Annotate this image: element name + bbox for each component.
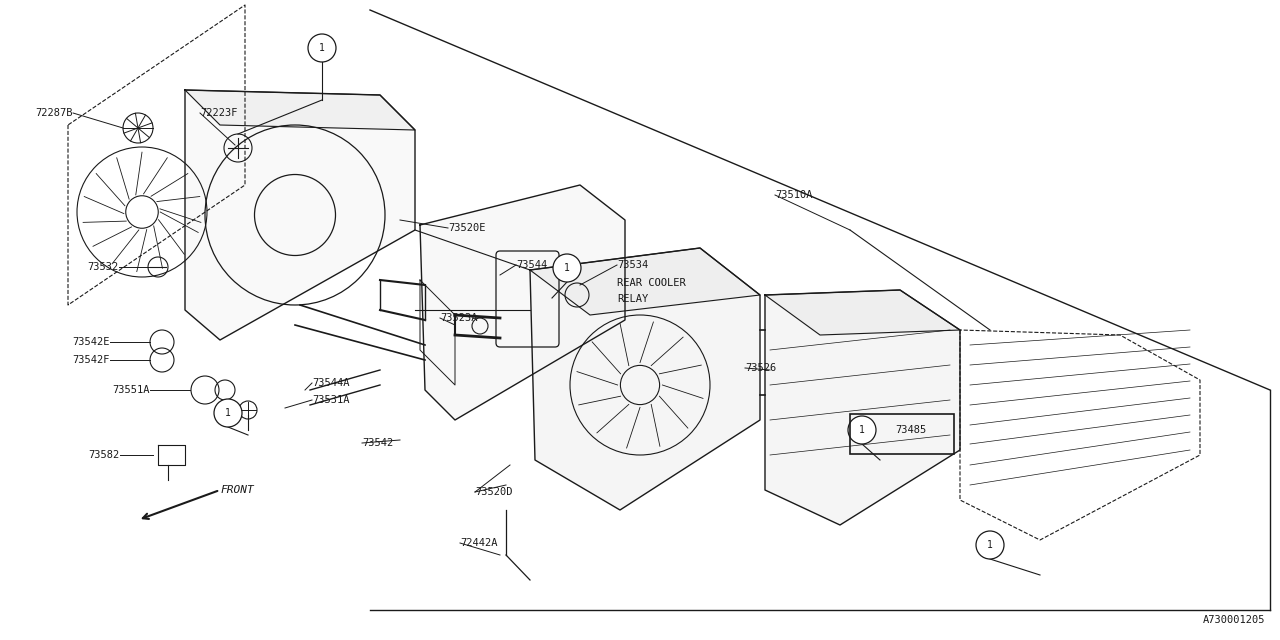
Text: 73542E: 73542E — [73, 337, 110, 347]
Polygon shape — [765, 290, 960, 525]
Polygon shape — [530, 248, 760, 510]
Polygon shape — [186, 90, 415, 130]
Text: A730001205: A730001205 — [1202, 615, 1265, 625]
Text: 73531A: 73531A — [312, 395, 349, 405]
Circle shape — [977, 531, 1004, 559]
Text: 73542F: 73542F — [73, 355, 110, 365]
Circle shape — [849, 416, 876, 444]
Circle shape — [308, 34, 337, 62]
Text: 73544: 73544 — [516, 260, 548, 270]
Text: RELAY: RELAY — [617, 294, 648, 304]
Text: 72287B: 72287B — [36, 108, 73, 118]
Text: 73532: 73532 — [88, 262, 119, 272]
Text: 73520D: 73520D — [475, 487, 512, 497]
Text: 73534: 73534 — [617, 260, 648, 270]
Text: 72442A: 72442A — [460, 538, 498, 548]
Text: 73523A: 73523A — [440, 313, 477, 323]
Polygon shape — [765, 290, 960, 335]
Text: 73582: 73582 — [88, 450, 120, 460]
Text: 73510A: 73510A — [774, 190, 813, 200]
Text: FRONT: FRONT — [220, 485, 253, 495]
Text: 1: 1 — [987, 540, 993, 550]
Text: REAR COOLER: REAR COOLER — [617, 278, 686, 288]
Text: 73526: 73526 — [745, 363, 776, 373]
Polygon shape — [420, 185, 625, 420]
Text: 73551A: 73551A — [113, 385, 150, 395]
Circle shape — [214, 399, 242, 427]
Polygon shape — [530, 248, 760, 315]
Text: 1: 1 — [319, 43, 325, 53]
Text: 72223F: 72223F — [200, 108, 238, 118]
Text: 1: 1 — [225, 408, 230, 418]
Text: 73485: 73485 — [895, 425, 927, 435]
Polygon shape — [186, 90, 415, 340]
Text: 73520E: 73520E — [448, 223, 485, 233]
Text: 1: 1 — [564, 263, 570, 273]
Circle shape — [553, 254, 581, 282]
Text: 73542: 73542 — [362, 438, 393, 448]
Text: 1: 1 — [859, 425, 865, 435]
Text: 73544A: 73544A — [312, 378, 349, 388]
